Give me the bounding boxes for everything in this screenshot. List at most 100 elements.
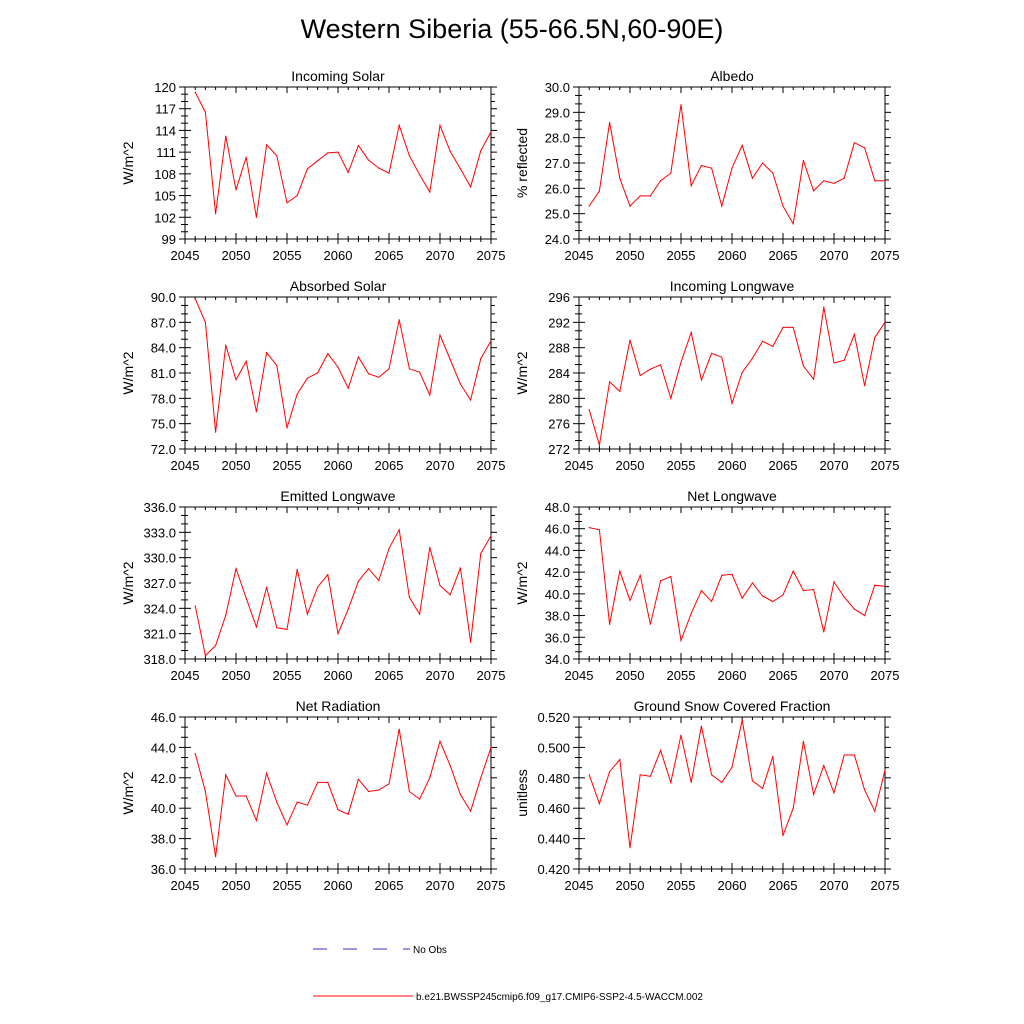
data-point xyxy=(286,824,288,826)
data-point xyxy=(266,772,268,774)
x-tick-label: 2060 xyxy=(718,458,747,473)
data-point xyxy=(490,131,492,133)
data-point xyxy=(398,529,400,531)
data-point xyxy=(864,385,866,387)
x-tick-label: 2045 xyxy=(171,248,200,263)
data-point xyxy=(874,336,876,339)
data-point xyxy=(337,151,339,153)
data-point xyxy=(398,319,400,321)
data-point xyxy=(388,172,390,174)
panel-title: Incoming Longwave xyxy=(670,278,795,294)
data-point xyxy=(398,124,400,126)
plot-frame xyxy=(184,716,492,870)
data-point xyxy=(317,781,319,784)
data-point xyxy=(843,359,845,361)
panel-title: Incoming Solar xyxy=(291,68,385,84)
data-point xyxy=(598,190,601,192)
legend-label-no-obs: No Obs xyxy=(413,945,447,956)
data-point xyxy=(700,379,703,381)
y-tick-label: 0.480 xyxy=(537,771,570,786)
data-point xyxy=(813,378,815,380)
y-tick-label: 280 xyxy=(548,391,570,406)
x-tick-label: 2070 xyxy=(820,668,849,683)
data-point xyxy=(711,600,713,603)
data-point xyxy=(660,180,662,182)
data-point xyxy=(276,364,278,366)
x-tick-label: 2075 xyxy=(871,668,900,683)
data-point xyxy=(762,340,764,342)
data-point xyxy=(731,402,733,404)
data-point xyxy=(255,411,257,413)
plot-frame xyxy=(578,716,886,870)
x-tick-label: 2065 xyxy=(769,668,798,683)
data-point xyxy=(276,801,278,803)
data-point xyxy=(459,793,461,796)
data-point xyxy=(619,759,621,761)
data-point xyxy=(306,377,308,379)
x-tick-label: 2050 xyxy=(616,878,645,893)
plot-frame xyxy=(578,86,886,240)
data-point xyxy=(419,371,421,373)
data-point xyxy=(884,180,886,182)
data-point xyxy=(490,746,492,749)
y-tick-label: 78.0 xyxy=(151,391,176,406)
data-point xyxy=(864,789,866,791)
data-point xyxy=(731,573,733,575)
data-point xyxy=(609,623,611,625)
x-tick-label: 2070 xyxy=(820,248,849,263)
x-tick-label: 2045 xyxy=(565,458,594,473)
y-axis-label: unitless xyxy=(514,769,530,816)
data-point xyxy=(225,344,227,346)
data-point xyxy=(823,180,825,182)
x-tick-label: 2055 xyxy=(273,458,302,473)
y-tick-label: 117 xyxy=(155,102,176,117)
data-point xyxy=(459,168,461,170)
data-point xyxy=(670,172,672,174)
data-point xyxy=(408,790,410,793)
data-point xyxy=(853,754,856,756)
data-point xyxy=(884,321,886,323)
series-line xyxy=(588,307,886,446)
x-tick-label: 2060 xyxy=(718,668,747,683)
y-tick-label: 0.500 xyxy=(537,740,570,755)
x-tick-label: 2065 xyxy=(769,458,798,473)
y-tick-label: 284 xyxy=(548,366,570,381)
x-tick-label: 2060 xyxy=(324,458,353,473)
data-point xyxy=(833,182,835,184)
data-point xyxy=(429,546,431,549)
data-point xyxy=(378,789,380,791)
data-point xyxy=(429,777,431,779)
data-point xyxy=(286,427,288,429)
panel-title: Net Radiation xyxy=(296,698,381,714)
data-point xyxy=(245,360,247,362)
x-tick-label: 2075 xyxy=(871,248,900,263)
data-point xyxy=(296,568,298,571)
y-tick-label: 120 xyxy=(154,80,176,95)
data-point xyxy=(194,91,196,93)
data-point xyxy=(449,594,451,596)
data-point xyxy=(378,376,380,378)
y-tick-label: 34.0 xyxy=(545,652,570,667)
data-point xyxy=(368,568,370,570)
data-point xyxy=(470,186,472,188)
y-tick-label: 102 xyxy=(154,210,176,225)
data-point xyxy=(408,596,410,599)
y-tick-label: 28.0 xyxy=(545,131,570,146)
data-point xyxy=(419,798,421,800)
data-point xyxy=(337,809,339,811)
y-tick-label: 272 xyxy=(548,442,570,457)
y-tick-label: 44.0 xyxy=(545,543,570,558)
data-point xyxy=(762,787,764,790)
data-point xyxy=(639,574,641,577)
y-tick-label: 24.0 xyxy=(545,232,570,247)
x-tick-label: 2050 xyxy=(222,878,251,893)
x-tick-label: 2060 xyxy=(324,248,353,263)
data-point xyxy=(235,379,237,381)
y-axis-label: W/m^2 xyxy=(120,141,136,184)
y-tick-label: 333.0 xyxy=(143,525,176,540)
data-point xyxy=(884,585,886,587)
x-tick-label: 2060 xyxy=(324,878,353,893)
data-point xyxy=(388,547,390,550)
x-tick-label: 2075 xyxy=(477,458,506,473)
chart-panel: Net Radiation W/m^2 2045 2050 2055 2060 2065 20… xyxy=(120,698,505,893)
